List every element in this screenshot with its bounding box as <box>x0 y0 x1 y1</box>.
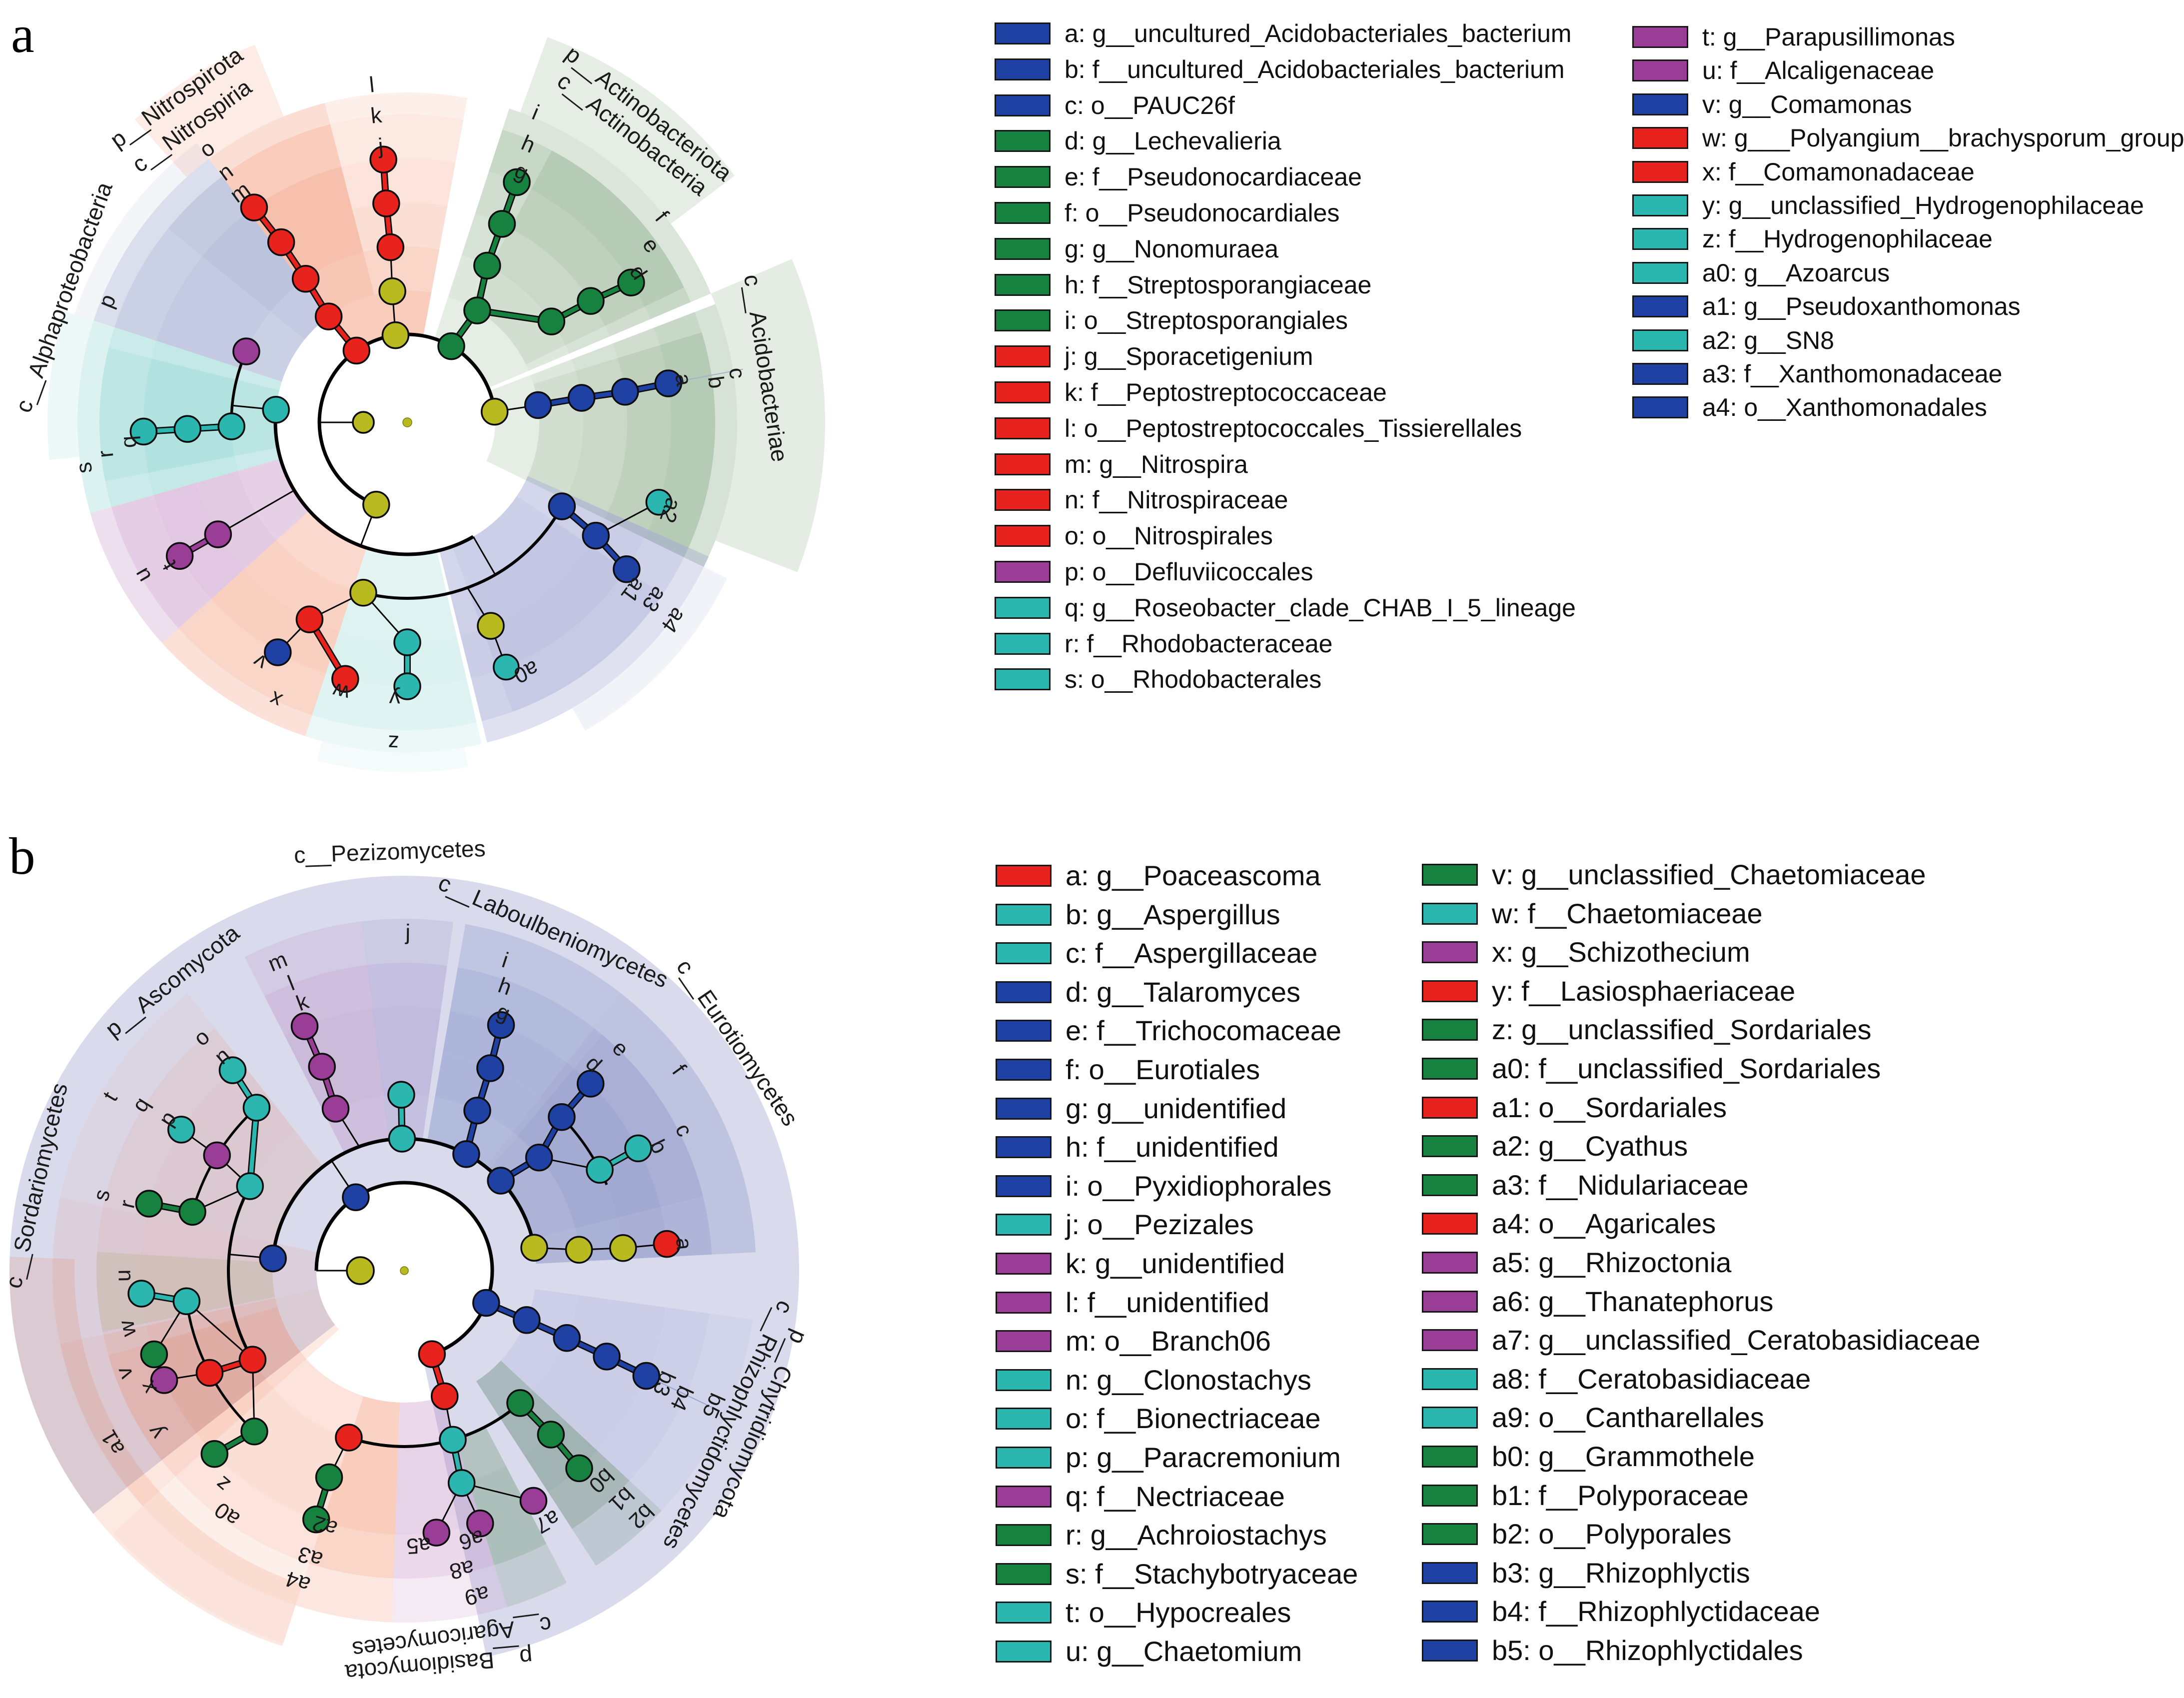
svg-text:r: r <box>93 449 118 459</box>
svg-text:l: l <box>368 72 376 97</box>
svg-text:a6: a6 <box>457 1525 486 1555</box>
svg-text:q: q <box>116 435 141 449</box>
svg-text:j: j <box>404 920 410 945</box>
svg-text:z: z <box>387 730 399 755</box>
svg-text:a5: a5 <box>406 1533 431 1558</box>
svg-text:a9: a9 <box>462 1581 491 1610</box>
svg-text:c__Pezizomycetes: c__Pezizomycetes <box>293 835 486 868</box>
svg-text:u: u <box>111 1269 135 1282</box>
svg-text:a8: a8 <box>447 1555 476 1584</box>
svg-text:a: a <box>671 1237 697 1252</box>
svg-text:y: y <box>389 686 401 711</box>
